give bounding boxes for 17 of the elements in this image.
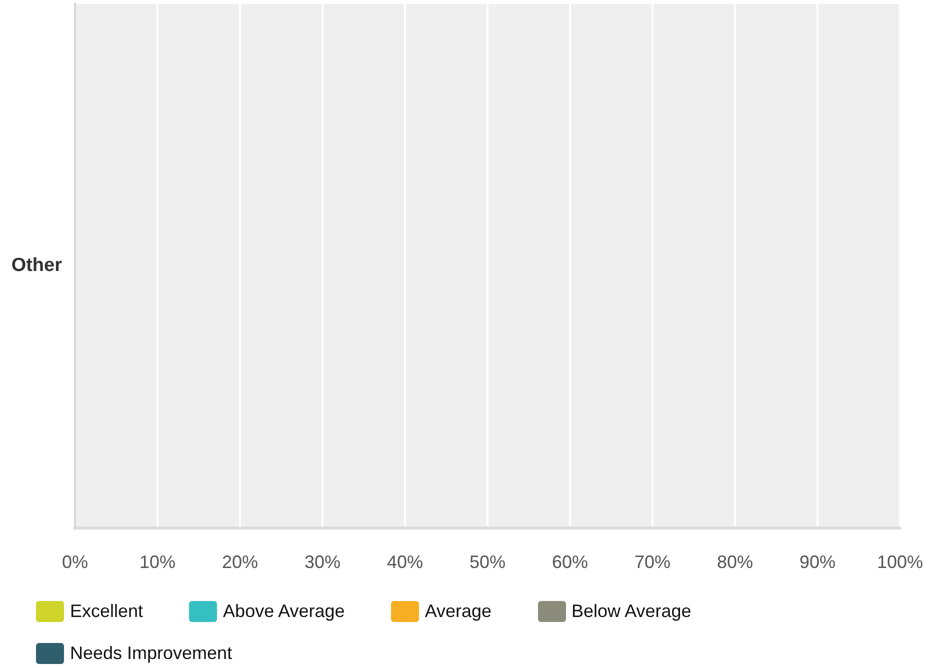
x-tick-label: 30% bbox=[304, 552, 341, 572]
x-tick-label: 10% bbox=[139, 552, 176, 572]
x-tick-label: 60% bbox=[552, 552, 588, 572]
x-tick-label: 80% bbox=[716, 552, 753, 572]
x-tick-label: 100% bbox=[876, 552, 924, 572]
legend-label: Average bbox=[424, 600, 492, 622]
y-tick-label: Other bbox=[11, 255, 63, 276]
legend-label: Above Average bbox=[223, 600, 345, 622]
legend-label: Needs Improvement bbox=[70, 642, 232, 664]
x-tick-label: 50% bbox=[469, 552, 506, 572]
x-tick-label: 90% bbox=[799, 552, 836, 572]
legend-label: Excellent bbox=[70, 600, 144, 622]
x-tick-label: 70% bbox=[634, 552, 671, 572]
x-tick-label: 40% bbox=[386, 552, 424, 572]
x-tick-label: 20% bbox=[222, 552, 258, 572]
legend-label: Below Average bbox=[572, 600, 692, 622]
x-tick-label: 0% bbox=[62, 552, 88, 572]
